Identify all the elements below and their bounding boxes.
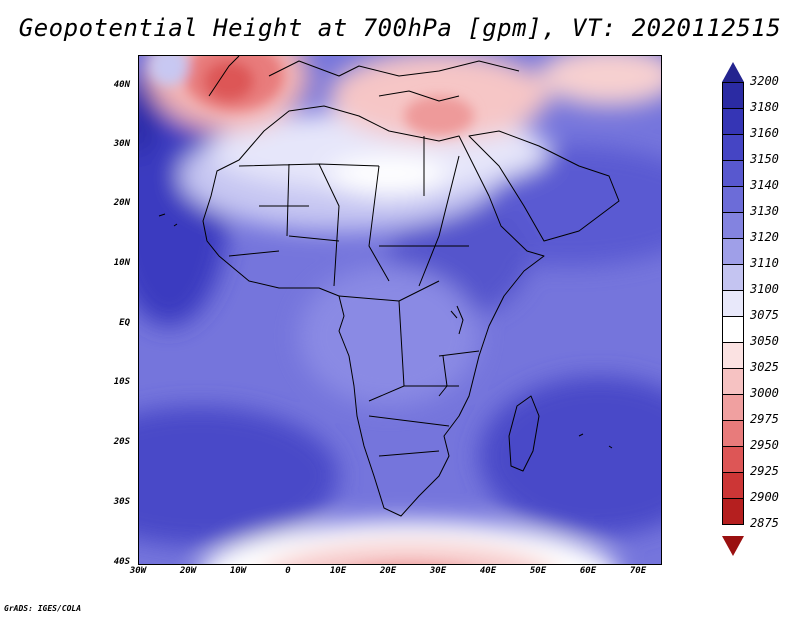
lon-label-20w: 20W <box>179 566 197 576</box>
colorbar-swatch <box>722 342 744 369</box>
colorbar-swatch <box>722 394 744 421</box>
colorbar-label: 2975 <box>750 412 779 426</box>
map-plot-area <box>138 55 662 565</box>
colorbar-label: 3140 <box>750 178 779 192</box>
colorbar-label: 3180 <box>750 100 779 114</box>
colorbar-swatch <box>722 368 744 395</box>
lat-label-40n: 40N <box>113 80 130 90</box>
lat-label-30n: 30N <box>113 139 130 149</box>
colorbar-label: 3110 <box>750 256 779 270</box>
colorbar-label: 3120 <box>750 230 779 244</box>
lat-label-30s: 30S <box>113 497 130 507</box>
colorbar-swatch <box>722 238 744 265</box>
colorbar-label: 2950 <box>750 438 779 452</box>
colorbar-swatch <box>722 420 744 447</box>
colorbar-label: 2925 <box>750 464 779 478</box>
colorbar-label: 2875 <box>750 516 779 530</box>
lat-label-20s: 20S <box>113 437 130 447</box>
lon-label-50e: 50E <box>529 566 547 576</box>
colorbar-swatch <box>722 264 744 291</box>
colorbar-label: 3150 <box>750 152 779 166</box>
colorbar-swatch <box>722 186 744 213</box>
lat-label-20n: 20N <box>113 198 130 208</box>
colorbar-top-arrow <box>722 62 744 82</box>
colorbar-swatch <box>722 160 744 187</box>
colorbar-label: 3050 <box>750 334 779 348</box>
colorbar-label: 3100 <box>750 282 779 296</box>
lat-label-10s: 10S <box>113 377 130 387</box>
colorbar-swatch <box>722 316 744 343</box>
lon-label-60e: 60E <box>579 566 597 576</box>
colorbar-label: 2900 <box>750 490 779 504</box>
colorbar-swatch <box>722 108 744 135</box>
chart-title: Geopotential Height at 700hPa [gpm], VT:… <box>18 14 782 42</box>
lon-label-30w: 30W <box>129 566 147 576</box>
lon-label-20e: 20E <box>379 566 397 576</box>
lon-label-10e: 10E <box>329 566 347 576</box>
colorbar-swatch <box>722 446 744 473</box>
lat-label-10n: 10N <box>113 258 130 268</box>
lat-label-40s: 40S <box>113 557 130 567</box>
colorbar-swatch <box>722 472 744 499</box>
colorbar-swatch <box>722 212 744 239</box>
colorbar-label: 3200 <box>750 74 779 88</box>
colorbar-swatch <box>722 498 744 525</box>
lon-label-40e: 40E <box>479 566 497 576</box>
colorbar-label: 3075 <box>750 308 779 322</box>
credit-label: GrADS: IGES/COLA <box>4 604 82 613</box>
colorbar-swatch <box>722 290 744 317</box>
colorbar-bottom-arrow <box>722 536 744 556</box>
lon-label-30e: 30E <box>429 566 447 576</box>
colorbar-label: 3000 <box>750 386 779 400</box>
colorbar: 3200 3180 3160 3150 3140 3130 3120 3110 3100 3075… <box>722 62 779 557</box>
colorbar-label: 3130 <box>750 204 779 218</box>
colorbar-swatch <box>722 82 744 109</box>
colorbar-swatch <box>722 134 744 161</box>
lon-label-10w: 10W <box>229 566 247 576</box>
lon-label-0: 0 <box>285 566 291 576</box>
lat-label-eq: EQ <box>119 318 130 328</box>
colorbar-label: 3160 <box>750 126 779 140</box>
height-field-map <box>139 56 661 564</box>
colorbar-label: 3025 <box>750 360 779 374</box>
lon-label-70e: 70E <box>629 566 647 576</box>
